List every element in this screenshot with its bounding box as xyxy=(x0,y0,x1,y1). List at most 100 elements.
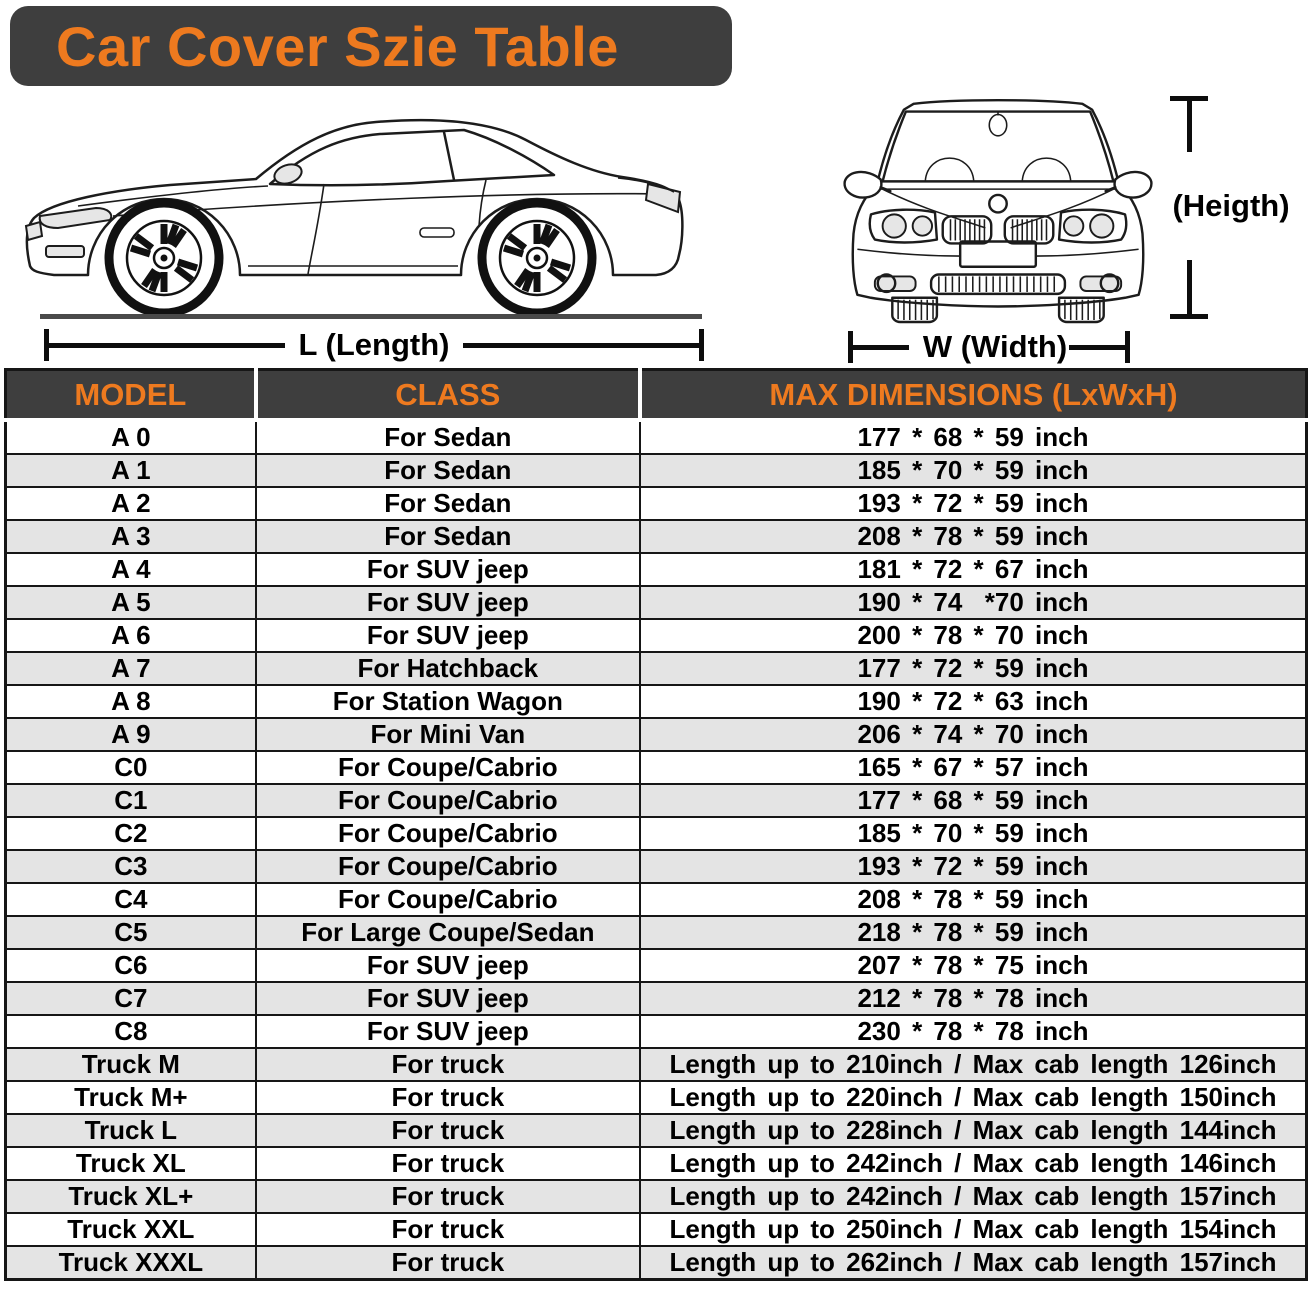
dimensions-cell: 185 * 70 * 59 inch xyxy=(638,816,1308,851)
dimensions-cell: 165 * 67 * 57 inch xyxy=(638,750,1308,785)
dimensions-cell: 177 * 68 * 59 inch xyxy=(638,783,1308,818)
dimensions-cell: 185 * 70 * 59 inch xyxy=(638,453,1308,488)
dimensions-cell: Length up to 242inch / Max cab length 14… xyxy=(638,1146,1308,1181)
header-model: MODEL xyxy=(5,369,256,422)
car-cover-size-table: MODEL CLASS MAX DIMENSIONS (LxWxH) A 0 F… xyxy=(4,368,1308,1281)
table-row: C7 For SUV jeep 212 * 78 * 78 inch xyxy=(4,981,1308,1016)
model-cell: C2 xyxy=(4,816,257,851)
class-cell: For Sedan xyxy=(254,519,641,554)
model-cell: Truck XXL xyxy=(4,1212,257,1247)
class-cell: For truck xyxy=(254,1146,641,1181)
dimensions-cell: 190 * 72 * 63 inch xyxy=(638,684,1308,719)
model-cell: A 0 xyxy=(4,419,257,455)
car-dimension-diagram: L (Length) xyxy=(0,88,1314,368)
model-cell: C5 xyxy=(4,915,257,950)
dimensions-cell: 212 * 78 * 78 inch xyxy=(638,981,1308,1016)
class-cell: For Coupe/Cabrio xyxy=(254,750,641,785)
title-banner: Car Cover Szie Table xyxy=(10,6,732,86)
dimensions-cell: Length up to 220inch / Max cab length 15… xyxy=(638,1080,1308,1115)
table-row: C1 For Coupe/Cabrio 177 * 68 * 59 inch xyxy=(4,783,1308,818)
dimensions-cell: 208 * 78 * 59 inch xyxy=(638,519,1308,554)
model-cell: Truck XXXL xyxy=(4,1245,257,1281)
model-cell: A 5 xyxy=(4,585,257,620)
table-row: C2 For Coupe/Cabrio 185 * 70 * 59 inch xyxy=(4,816,1308,851)
dimension-tick xyxy=(699,329,705,361)
class-cell: For SUV jeep xyxy=(254,1014,641,1049)
height-label: (Heigth) xyxy=(1172,188,1290,223)
dimensions-cell: Length up to 250inch / Max cab length 15… xyxy=(638,1212,1308,1247)
front-wheel xyxy=(104,198,224,318)
dimensions-cell: 230 * 78 * 78 inch xyxy=(638,1014,1308,1049)
class-cell: For Coupe/Cabrio xyxy=(254,849,641,884)
table-row: Truck XL+ For truck Length up to 242inch… xyxy=(4,1179,1308,1214)
dimensions-cell: 193 * 72 * 59 inch xyxy=(638,486,1308,521)
height-dimension-line: (Heigth) xyxy=(1166,96,1296,330)
size-table-body: A 0 For Sedan 177 * 68 * 59 inch A 1 For… xyxy=(4,419,1308,1281)
class-cell: For Coupe/Cabrio xyxy=(254,882,641,917)
dimensions-cell: 177 * 68 * 59 inch xyxy=(638,419,1308,455)
class-cell: For Sedan xyxy=(254,486,641,521)
table-row: C4 For Coupe/Cabrio 208 * 78 * 59 inch xyxy=(4,882,1308,917)
dimensions-cell: Length up to 262inch / Max cab length 15… xyxy=(638,1245,1308,1281)
table-row: A 0 For Sedan 177 * 68 * 59 inch xyxy=(4,419,1308,455)
ground-line xyxy=(40,314,702,319)
dimensions-cell: 208 * 78 * 59 inch xyxy=(638,882,1308,917)
model-cell: A 7 xyxy=(4,651,257,686)
dimensions-cell: Length up to 228inch / Max cab length 14… xyxy=(638,1113,1308,1148)
table-row: A 3 For Sedan 208 * 78 * 59 inch xyxy=(4,519,1308,554)
dimensions-cell: 190 * 74 *70 inch xyxy=(638,585,1308,620)
dimension-tick xyxy=(1170,96,1208,101)
class-cell: For truck xyxy=(254,1047,641,1082)
car-front-view-illustration xyxy=(843,98,1153,324)
length-dimension-line: L (Length) xyxy=(44,327,705,362)
model-cell: C0 xyxy=(4,750,257,785)
class-cell: For SUV jeep xyxy=(254,981,641,1016)
model-cell: C1 xyxy=(4,783,257,818)
table-row: Truck M+ For truck Length up to 220inch … xyxy=(4,1080,1308,1115)
model-cell: Truck M xyxy=(4,1047,257,1082)
model-cell: A 4 xyxy=(4,552,257,587)
table-row: A 9 For Mini Van 206 * 74 * 70 inch xyxy=(4,717,1308,752)
car-side-view-illustration xyxy=(24,118,684,318)
class-cell: For SUV jeep xyxy=(254,585,641,620)
class-cell: For SUV jeep xyxy=(254,948,641,983)
table-row: A 6 For SUV jeep 200 * 78 * 70 inch xyxy=(4,618,1308,653)
table-row: C8 For SUV jeep 230 * 78 * 78 inch xyxy=(4,1014,1308,1049)
dimensions-cell: 206 * 74 * 70 inch xyxy=(638,717,1308,752)
class-cell: For Sedan xyxy=(254,419,641,455)
table-row: C5 For Large Coupe/Sedan 218 * 78 * 59 i… xyxy=(4,915,1308,950)
dimensions-cell: 207 * 78 * 75 inch xyxy=(638,948,1308,983)
table-row: C6 For SUV jeep 207 * 78 * 75 inch xyxy=(4,948,1308,983)
class-cell: For Mini Van xyxy=(254,717,641,752)
length-label: L (Length) xyxy=(298,327,450,362)
table-row: Truck L For truck Length up to 228inch /… xyxy=(4,1113,1308,1148)
table-row: A 7 For Hatchback 177 * 72 * 59 inch xyxy=(4,651,1308,686)
model-cell: A 2 xyxy=(4,486,257,521)
header-dimensions: MAX DIMENSIONS (LxWxH) xyxy=(637,369,1307,422)
width-dimension-line: W (Width) xyxy=(848,330,1131,364)
dimension-tick xyxy=(1170,314,1208,319)
table-row: A 4 For SUV jeep 181 * 72 * 67 inch xyxy=(4,552,1308,587)
table-row: A 1 For Sedan 185 * 70 * 59 inch xyxy=(4,453,1308,488)
header-class: CLASS xyxy=(253,369,640,422)
model-cell: C3 xyxy=(4,849,257,884)
table-row: A 2 For Sedan 193 * 72 * 59 inch xyxy=(4,486,1308,521)
dimensions-cell: 181 * 72 * 67 inch xyxy=(638,552,1308,587)
table-row: A 5 For SUV jeep 190 * 74 *70 inch xyxy=(4,585,1308,620)
class-cell: For SUV jeep xyxy=(254,618,641,653)
class-cell: For truck xyxy=(254,1179,641,1214)
class-cell: For Large Coupe/Sedan xyxy=(254,915,641,950)
model-cell: Truck XL+ xyxy=(4,1179,257,1214)
table-row: Truck XXXL For truck Length up to 262inc… xyxy=(4,1245,1308,1281)
table-row: Truck M For truck Length up to 210inch /… xyxy=(4,1047,1308,1082)
model-cell: C7 xyxy=(4,981,257,1016)
class-cell: For Coupe/Cabrio xyxy=(254,816,641,851)
dimensions-cell: Length up to 210inch / Max cab length 12… xyxy=(638,1047,1308,1082)
model-cell: C8 xyxy=(4,1014,257,1049)
table-row: Truck XL For truck Length up to 242inch … xyxy=(4,1146,1308,1181)
table-row: Truck XXL For truck Length up to 250inch… xyxy=(4,1212,1308,1247)
dimensions-cell: Length up to 242inch / Max cab length 15… xyxy=(638,1179,1308,1214)
class-cell: For SUV jeep xyxy=(254,552,641,587)
dimensions-cell: 177 * 72 * 59 inch xyxy=(638,651,1308,686)
table-row: C0 For Coupe/Cabrio 165 * 67 * 57 inch xyxy=(4,750,1308,785)
